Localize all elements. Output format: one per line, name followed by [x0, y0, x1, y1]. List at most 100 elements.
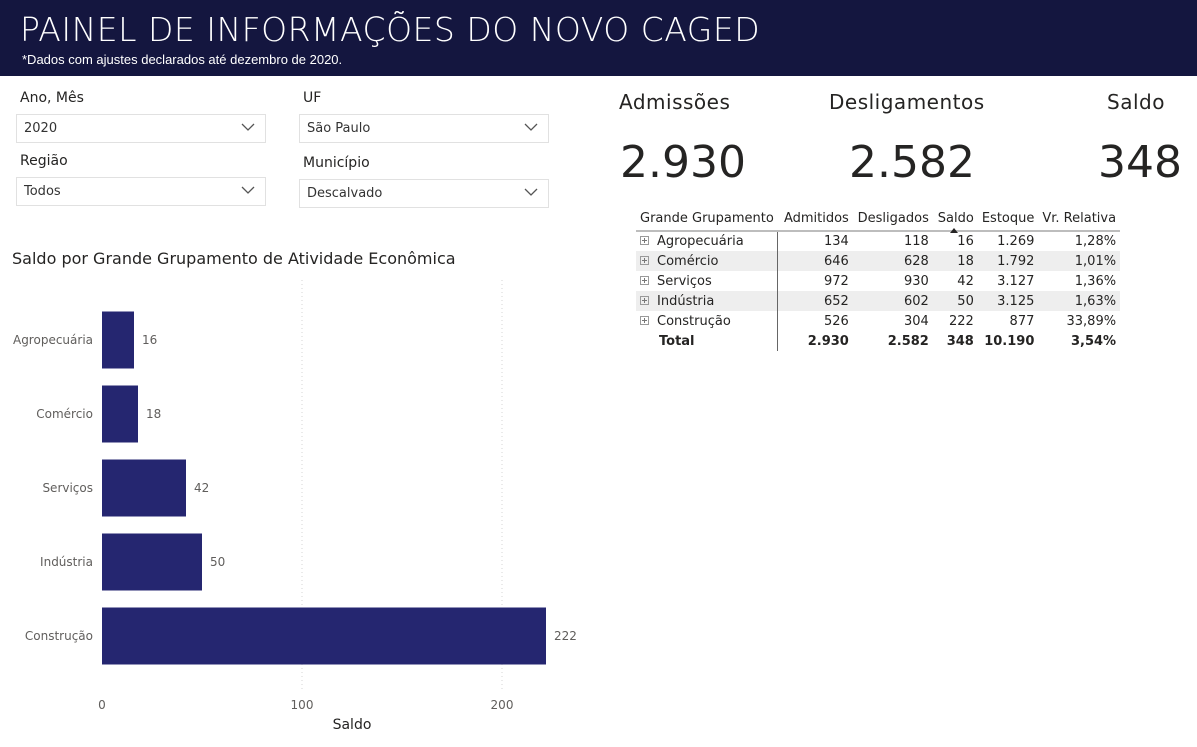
category-label: Agropecuária — [13, 333, 93, 347]
x-axis-title: Saldo — [333, 717, 372, 733]
expand-plus-icon[interactable] — [640, 295, 649, 305]
sort-descending-icon — [950, 228, 959, 233]
category-label: Serviços — [42, 481, 93, 495]
saldo-label: Saldo — [1107, 90, 1165, 114]
cell-vr-relativa: 33,89% — [1066, 313, 1117, 329]
cell-estoque: 1.269 — [997, 234, 1035, 249]
cell-saldo: 42 — [957, 273, 974, 289]
municipio-label: Município — [303, 155, 370, 171]
cell-vr-relativa: 1,36% — [1074, 273, 1117, 289]
cell-estoque: 3.127 — [997, 273, 1035, 289]
col-header-saldo-label: Saldo — [937, 211, 974, 226]
cell-vr-relativa: 1,01% — [1038, 251, 1121, 271]
desligamentos-label: Desligamentos — [829, 90, 985, 114]
regiao-label: Região — [20, 153, 68, 169]
cell-desligados: 930 — [904, 273, 929, 289]
row-category-label: Construção — [657, 313, 731, 329]
table-row: Agropecuária 134 118 16 1.269 1,28% — [636, 231, 1120, 251]
uf-value: São Paulo — [307, 121, 371, 136]
col-header-admitidos[interactable]: Admitidos — [777, 207, 853, 232]
chevron-down-icon — [524, 188, 538, 196]
x-tick-label: 100 — [291, 698, 314, 712]
total-label: Total — [636, 331, 779, 351]
cell-admitidos: 646 — [777, 251, 853, 271]
expand-plus-icon[interactable] — [640, 255, 649, 265]
chevron-down-icon — [524, 123, 538, 131]
cell-vr-relativa: 1,63% — [1038, 291, 1121, 311]
cell-desligados: 602 — [852, 291, 933, 311]
col-header-saldo[interactable]: Saldo — [932, 207, 978, 233]
category-label: Indústria — [40, 555, 93, 569]
total-desligados: 2.582 — [887, 333, 929, 349]
table-row: Indústria 652 602 50 3.125 1,63% — [636, 291, 1121, 311]
admissoes-label: Admissões — [619, 90, 731, 114]
cell-saldo: 16 — [957, 234, 974, 249]
grupamento-table: Grande Grupamento Admitidos Desligados S… — [636, 207, 1121, 351]
chart-labels: 0 100 200 Agropecuária 16 Comércio 18 Serviços 4… — [13, 333, 577, 712]
chevron-down-icon — [241, 186, 255, 194]
table-row: Comércio 646 628 18 1.792 1,01% — [636, 251, 1121, 271]
chart-gridlines — [301, 280, 503, 690]
cell-admitidos: 134 — [824, 234, 849, 249]
municipio-value: Descalvado — [307, 186, 383, 201]
admissoes-value: 2.930 — [620, 137, 746, 188]
row-category-cell[interactable]: Indústria — [636, 291, 779, 311]
bar — [102, 533, 202, 591]
row-category-cell[interactable]: Construção — [636, 311, 779, 331]
cell-saldo: 50 — [932, 291, 978, 311]
row-category-label: Comércio — [657, 253, 719, 269]
page-subtitle: *Dados com ajustes declarados até dezemb… — [22, 52, 343, 67]
expand-plus-icon[interactable] — [640, 275, 649, 285]
municipio-dropdown[interactable]: Descalvado — [299, 179, 549, 208]
total-estoque: 10.190 — [984, 333, 1035, 349]
table-header-row: Grande Grupamento Admitidos Desligados S… — [636, 207, 1121, 233]
expand-plus-icon[interactable] — [640, 315, 649, 325]
category-label: Construção — [25, 629, 93, 643]
expand-plus-icon[interactable] — [640, 236, 649, 245]
table-row: Construção 526 304 222 877 33,89% — [636, 311, 1120, 331]
row-category-cell[interactable]: Serviços — [636, 271, 779, 291]
cell-estoque: 3.125 — [977, 291, 1039, 311]
cell-estoque: 1.792 — [977, 251, 1039, 271]
row-category-label: Indústria — [657, 293, 715, 309]
col-header-desligados[interactable]: Desligados — [852, 207, 933, 232]
bar — [102, 607, 546, 665]
col-header-vr-relativa[interactable]: Vr. Relativa — [1038, 207, 1121, 232]
table-total-row: Total 2.930 2.582 348 10.190 3,54% — [636, 331, 1120, 351]
uf-label: UF — [303, 90, 322, 106]
cell-desligados: 628 — [852, 251, 933, 271]
ano-mes-value: 2020 — [24, 121, 58, 136]
col-header-estoque[interactable]: Estoque — [977, 207, 1039, 232]
ano-mes-label: Ano, Mês — [20, 90, 84, 106]
cell-admitidos: 972 — [824, 273, 849, 289]
cell-saldo: 18 — [932, 251, 978, 271]
x-tick-label: 0 — [98, 698, 106, 712]
cell-estoque: 877 — [1009, 313, 1035, 329]
data-label: 50 — [210, 555, 225, 569]
saldo-bar-chart: 0 100 200 Agropecuária 16 Comércio 18 Serviços 4… — [13, 280, 577, 733]
table-row: Serviços 972 930 42 3.127 1,36% — [636, 271, 1120, 291]
cell-desligados: 118 — [904, 234, 929, 249]
data-label: 16 — [142, 333, 157, 347]
row-category-cell[interactable]: Agropecuária — [636, 231, 779, 251]
regiao-dropdown[interactable]: Todos — [16, 177, 266, 206]
data-label: 42 — [194, 481, 209, 495]
row-category-cell[interactable]: Comércio — [636, 251, 779, 271]
regiao-value: Todos — [24, 184, 61, 199]
page-title: PAINEL DE INFORMAÇÕES DO NOVO CAGED — [20, 10, 761, 49]
total-saldo: 348 — [946, 333, 974, 349]
cell-admitidos: 526 — [824, 313, 849, 329]
ano-mes-dropdown[interactable]: 2020 — [16, 114, 266, 143]
x-tick-label: 200 — [491, 698, 514, 712]
chart-title: Saldo por Grande Grupamento de Atividade… — [12, 249, 456, 268]
col-header-grupamento[interactable]: Grande Grupamento — [636, 207, 778, 232]
data-label: 222 — [554, 629, 577, 643]
total-vr-relativa: 3,54% — [1070, 333, 1117, 349]
cell-vr-relativa: 1,28% — [1074, 234, 1117, 249]
saldo-value: 348 — [1098, 137, 1182, 188]
bar — [102, 311, 134, 369]
uf-dropdown[interactable]: São Paulo — [299, 114, 549, 143]
chart-bars — [102, 311, 546, 665]
header-banner: PAINEL DE INFORMAÇÕES DO NOVO CAGED *Dad… — [0, 0, 1197, 76]
cell-admitidos: 652 — [777, 291, 853, 311]
